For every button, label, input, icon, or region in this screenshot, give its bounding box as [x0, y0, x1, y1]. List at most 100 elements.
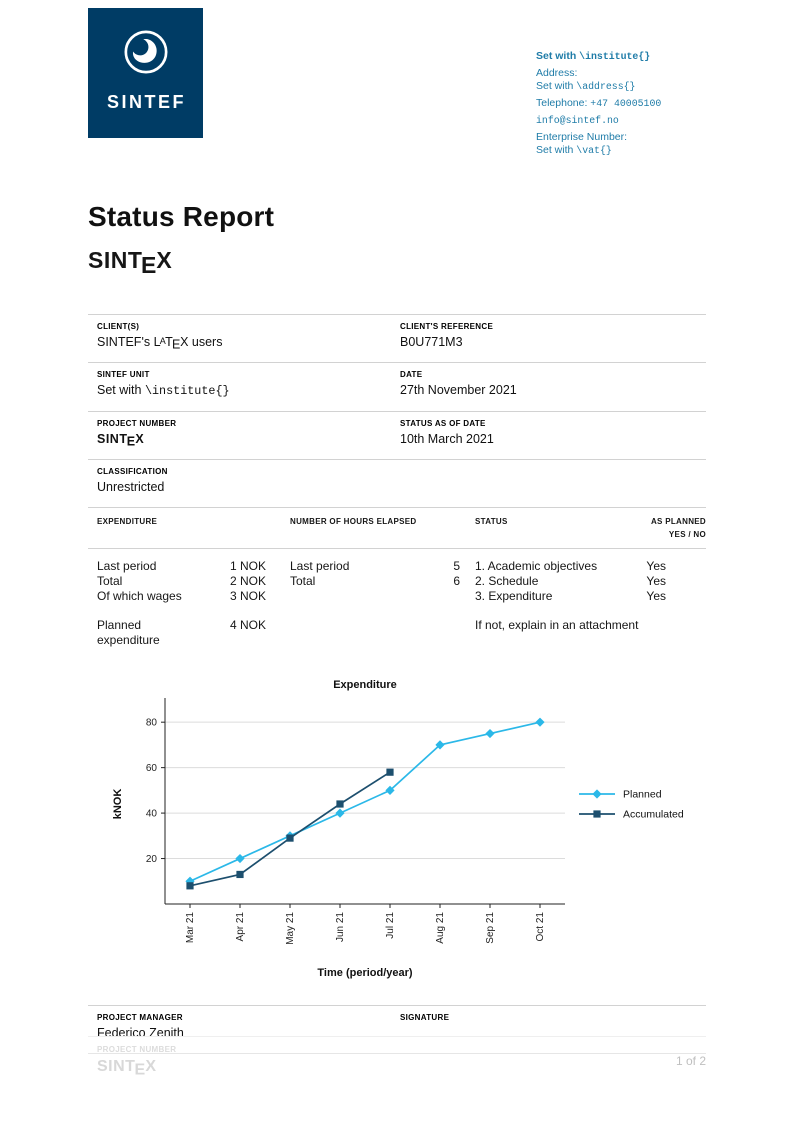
accumulated-marker-square [336, 800, 344, 808]
sintef-unit-value: Set with \institute{} [97, 383, 400, 398]
x-tick-label: Mar 21 [185, 912, 196, 944]
sintef-logo: SINTEF [88, 8, 203, 138]
x-tick-label: Apr 21 [235, 912, 246, 942]
sintex-x: X [135, 432, 145, 446]
latex-e: E [171, 337, 181, 352]
date-value: 27th November 2021 [400, 383, 517, 397]
as-planned-value: Yes [646, 574, 666, 588]
institute-command: \institute{} [579, 51, 651, 62]
latex-logo: LATEX [154, 335, 189, 352]
latex-a: A [159, 336, 166, 347]
project-number-field: PROJECT NUMBER SINTEX [88, 419, 400, 449]
status-item: 3. Expenditure [475, 589, 553, 603]
signature-label: SIGNATURE [400, 1013, 450, 1022]
sintex-pre: SINT [97, 1058, 136, 1075]
contact-institute: Set with \institute{} [536, 50, 706, 63]
planned-marker-diamond [535, 717, 545, 727]
project-number-label: PROJECT NUMBER [97, 419, 177, 428]
info-row-project: PROJECT NUMBER SINTEX STATUS AS OF DATE … [88, 411, 706, 459]
expenditure-table-header: EXPENDITURE NUMBER OF HOURS ELAPSED STAT… [88, 507, 706, 549]
x-axis-label: Time (period/year) [317, 967, 412, 979]
project-manager-label: PROJECT MANAGER [97, 1013, 183, 1022]
y-tick-label: 80 [146, 718, 158, 729]
planned-marker-diamond [335, 808, 345, 818]
accumulated-marker-square [286, 834, 294, 842]
expenditure-table-body: Last period 1 NOK Last period 5 1. Acade… [88, 549, 706, 660]
exp-value: 1 NOK [229, 559, 266, 573]
table-row: Planned expenditure 4 NOK If not, explai… [88, 618, 706, 648]
table-row: Last period 1 NOK Last period 5 1. Acade… [88, 559, 706, 574]
sintef-unit-label: SINTEF UNIT [97, 370, 150, 379]
info-row-unit: SINTEF UNIT Set with \institute{} DATE 2… [88, 362, 706, 411]
planned-marker-diamond [235, 853, 245, 864]
telephone-number: +47 40005100 [590, 98, 662, 109]
legend-planned-marker-diamond [592, 789, 602, 799]
accumulated-marker-square [386, 768, 394, 776]
latex-x: X [180, 335, 189, 349]
expenditure-table: EXPENDITURE NUMBER OF HOURS ELAPSED STAT… [88, 507, 706, 660]
header-status: STATUS [475, 517, 508, 526]
contact-institute-prefix: Set with [536, 50, 580, 62]
client-reference-value: B0U771M3 [400, 335, 463, 349]
page-title: Status Report [88, 201, 275, 232]
exp-label: Of which wages [97, 589, 182, 603]
status-date-field: STATUS AS OF DATE 10th March 2021 [400, 419, 706, 446]
accumulated-series-line [189, 771, 391, 887]
vat-command: \vat{} [576, 145, 612, 156]
contact-address: Set with \address{} [536, 80, 706, 93]
client-field: CLIENT(S) SINTEF's LATEX users [88, 322, 400, 352]
page-indicator: 1 of 2 [675, 1053, 706, 1068]
x-tick-label: May 21 [285, 912, 296, 945]
client-reference-label: CLIENT'S REFERENCE [400, 322, 494, 331]
sintef-unit-field: SINTEF UNIT Set with \institute{} [88, 370, 400, 398]
info-row-client: CLIENT(S) SINTEF's LATEX users CLIENT'S … [88, 314, 706, 362]
sintex-x: X [156, 247, 173, 273]
sintex-pre: SINT [88, 247, 143, 273]
unit-value-prefix: Set with [97, 383, 145, 397]
sintex-e: E [126, 434, 136, 449]
contact-enterprise-label: Enterprise Number: [536, 131, 628, 143]
hours-label: Total [290, 574, 316, 588]
contact-vat-prefix: Set with [536, 144, 577, 156]
contact-address-label: Address: [536, 67, 578, 79]
status-item: 2. Schedule [475, 574, 539, 588]
contact-vat: Set with \vat{} [536, 144, 706, 157]
header-as-planned: AS PLANNED YES / NO [638, 515, 706, 541]
footer-sintex-logo: SINTEX [88, 1058, 176, 1079]
logo-text: SINTEF [106, 92, 186, 112]
x-tick-label: Jul 21 [385, 912, 396, 939]
status-date-label: STATUS AS OF DATE [400, 419, 486, 428]
address-command: \address{} [576, 81, 636, 92]
y-axis-label: kNOK [112, 789, 124, 820]
planned-marker-diamond [385, 785, 395, 795]
page-footer: PROJECT NUMBER SINTEX 1 of 2 [88, 1036, 706, 1079]
table-row: Total 2 NOK Total 6 2. Schedule Yes [88, 574, 706, 589]
status-item: 1. Academic objectives [475, 559, 598, 573]
hours-value: 6 [453, 574, 460, 588]
page-header: SINTEF Set with \institute{} Address: Se… [88, 8, 706, 161]
sintex-e: E [141, 251, 157, 278]
exp-value: 2 NOK [229, 574, 266, 588]
contact-telephone: Telephone: +47 40005100 [536, 97, 706, 110]
contact-email: info@sintef.no [536, 115, 619, 126]
planned-series-line [189, 721, 541, 883]
date-field: DATE 27th November 2021 [400, 370, 706, 398]
table-row: Of which wages 3 NOK 3. Expenditure Yes [88, 589, 706, 604]
info-row-classification: CLASSIFICATION Unrestricted [88, 459, 706, 507]
x-tick-label: Oct 21 [535, 912, 546, 942]
client-value: SINTEF's LATEX users [97, 335, 400, 352]
accumulated-marker-square [236, 870, 244, 879]
sintex-e: E [134, 1061, 146, 1079]
footer-left: PROJECT NUMBER SINTEX [88, 1045, 177, 1079]
contact-block: Set with \institute{} Address: Set with … [536, 50, 706, 161]
sintex-logo: SINTEX [88, 247, 706, 278]
legend-accumulated-marker-square [593, 810, 601, 818]
header-as-planned-line1: AS PLANNED [650, 517, 706, 526]
footer-project-number-label: PROJECT NUMBER [97, 1045, 177, 1054]
contact-address-prefix: Set with [536, 80, 577, 92]
exp-label: Total [97, 574, 123, 588]
status-date-value: 10th March 2021 [400, 432, 494, 446]
planned-marker-diamond [485, 728, 495, 739]
y-tick-label: 20 [146, 854, 158, 865]
